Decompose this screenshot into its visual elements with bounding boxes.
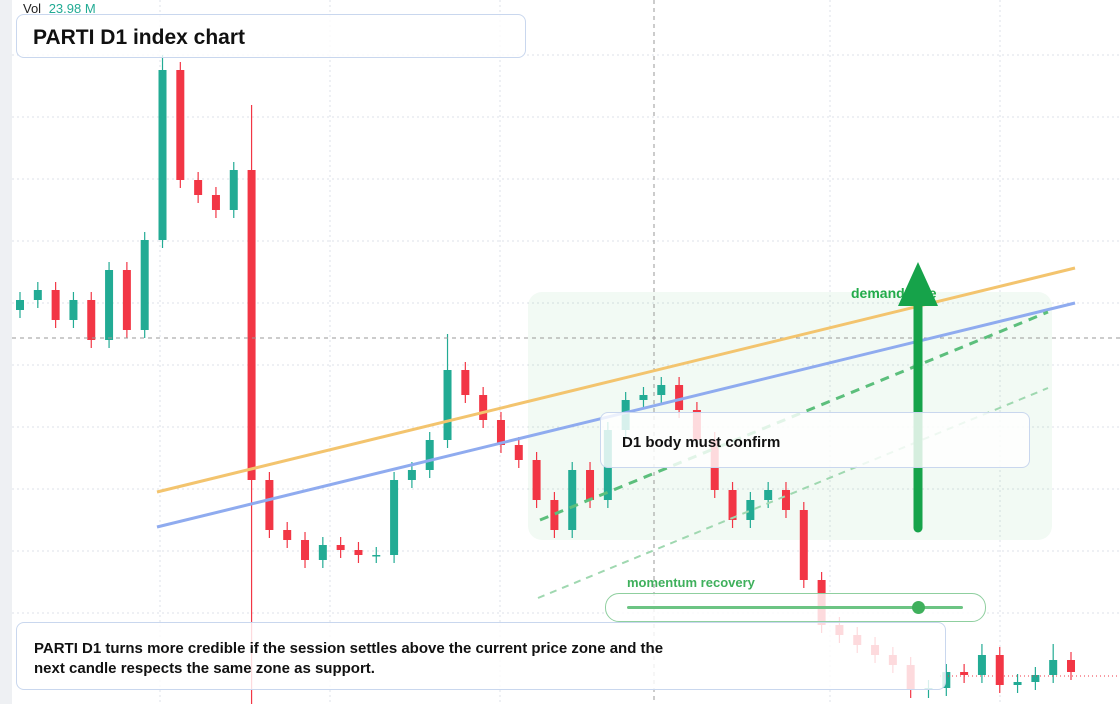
candle-body xyxy=(229,170,238,210)
candle-body xyxy=(105,270,114,340)
candle-body xyxy=(675,385,684,410)
slider[interactable] xyxy=(605,593,986,622)
slider-track xyxy=(627,606,963,609)
candle-body xyxy=(247,170,256,480)
candle-body xyxy=(532,460,541,500)
candle-body xyxy=(496,420,505,445)
candle-body xyxy=(265,480,274,530)
candle-body xyxy=(122,270,131,330)
chart-title: PARTI D1 index chart xyxy=(33,26,245,49)
candle-body xyxy=(1013,682,1022,685)
candle-body xyxy=(1049,660,1058,675)
candle-body xyxy=(51,290,60,320)
candle-body xyxy=(425,440,434,470)
candle-body xyxy=(318,545,327,560)
volume-legend: Vol 23.98 M xyxy=(23,1,96,16)
candle-body xyxy=(550,500,559,530)
candle-body xyxy=(407,470,416,480)
slider-label: momentum recovery xyxy=(627,575,755,590)
title-box: PARTI D1 index chart xyxy=(16,14,526,58)
candle-body xyxy=(16,300,24,310)
candle-body xyxy=(728,490,737,520)
candle-body xyxy=(443,370,452,440)
candle-body xyxy=(942,672,951,688)
candle-body xyxy=(211,195,220,210)
volume-label: Vol xyxy=(23,1,42,16)
candle-body xyxy=(461,370,470,395)
confirm-box: D1 body must confirm xyxy=(600,412,1030,468)
candle-body xyxy=(514,445,523,460)
candle-body xyxy=(194,180,203,195)
candle-body xyxy=(336,545,345,550)
note-text: PARTI D1 turns more credible if the sess… xyxy=(34,640,664,677)
candle-body xyxy=(1067,660,1075,672)
candle-body xyxy=(87,300,96,340)
confirm-text: D1 body must confirm xyxy=(622,434,781,451)
candle-body xyxy=(1031,675,1040,682)
candle-body xyxy=(301,540,310,560)
candle-body xyxy=(176,70,185,180)
candle-body xyxy=(799,510,808,580)
candle-body xyxy=(33,290,42,300)
arrow-head xyxy=(898,262,938,306)
candle-body xyxy=(140,240,149,330)
candle-body xyxy=(639,395,648,400)
candle-body xyxy=(390,480,399,555)
candle-body xyxy=(746,500,755,520)
candle-body xyxy=(764,490,773,500)
candle-body xyxy=(283,530,292,540)
candle-body xyxy=(657,385,666,395)
left-strip xyxy=(0,0,12,704)
grid xyxy=(12,0,1120,704)
candle-body xyxy=(781,490,790,510)
candle-body xyxy=(479,395,488,420)
candle-body xyxy=(960,672,969,675)
candle-body xyxy=(372,555,381,557)
note-box: PARTI D1 turns more credible if the sess… xyxy=(16,622,946,690)
candle-body xyxy=(69,300,78,320)
volume-value: 23.98 M xyxy=(48,1,96,16)
candle-body xyxy=(995,655,1004,685)
candle-body xyxy=(158,70,167,240)
slider-knob[interactable] xyxy=(912,601,925,614)
candle-body xyxy=(977,655,986,675)
candle-body xyxy=(354,550,363,555)
candle-body xyxy=(568,470,577,530)
candle-body xyxy=(586,470,595,500)
